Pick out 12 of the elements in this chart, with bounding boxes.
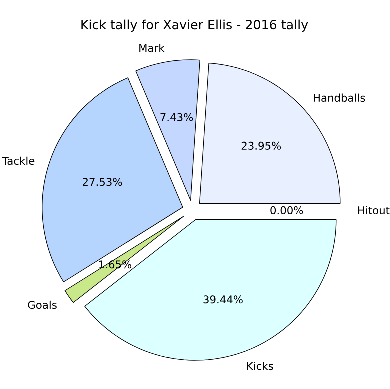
slice-label: Handballs (314, 94, 366, 102)
slice-label: Mark (140, 44, 165, 52)
data-label: 7.43% (160, 113, 194, 122)
slice-label: Kicks (247, 362, 274, 370)
data-label: 27.53% (83, 178, 122, 186)
text: 0.00% (270, 206, 304, 214)
category-label: Hitout (358, 206, 390, 215)
slice-label: Goals (28, 300, 57, 310)
slice-label: Tackle (2, 156, 35, 166)
chart-title: Kick tally for Xavier Ellis - 2016 tally (82, 20, 308, 32)
data-label: 39.44% (204, 296, 243, 304)
data-label: 23.95% (242, 142, 282, 150)
